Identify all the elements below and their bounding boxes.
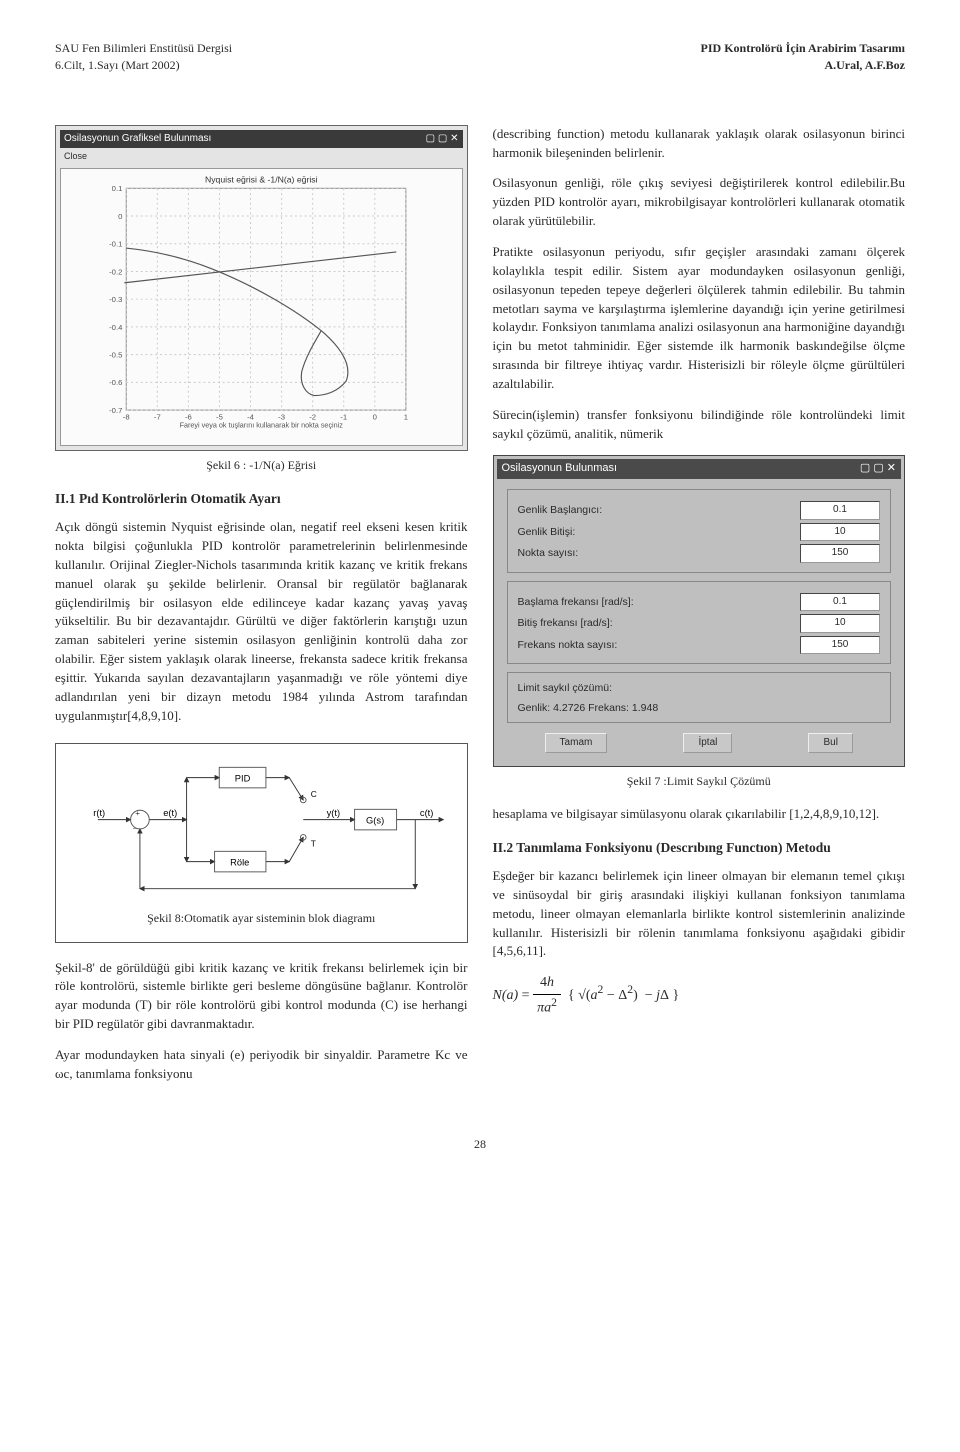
fig7-dialog: Osilasyonun Bulunması ▢ ▢ ✕ Genlik Başla… <box>493 455 906 767</box>
fig7-g2-l1: Başlama frekansı [rad/s]: <box>518 595 634 610</box>
svg-text:-0.2: -0.2 <box>109 268 122 277</box>
para-after-fig8-1: Şekil-8' de görüldüğü gibi kritik kazanç… <box>55 959 468 1034</box>
para-after-fig8-2: Ayar modundayken hata sinyali (e) periyo… <box>55 1046 468 1084</box>
fig7-group1: Genlik Başlangıcı: 0.1 Genlik Bitişi: 10… <box>507 489 892 573</box>
fig7-g1-l1: Genlik Başlangıcı: <box>518 503 603 518</box>
fig7-find-button[interactable]: Bul <box>808 733 852 754</box>
fig6-xnote: Fareyi veya ok tuşlarını kullanarak bir … <box>180 421 344 430</box>
fig8-yt-label: y(t) <box>327 808 340 818</box>
right-para4: Sürecin(işlemin) transfer fonksiyonu bil… <box>493 406 906 444</box>
section-II2-para: Eşdeğer bir kazancı belirlemek için line… <box>493 867 906 961</box>
fig7-g3-result: Genlik: 4.2726 Frekans: 1.948 <box>518 701 881 716</box>
fig8-box: PID Röle G(s) + − C T r(t) e(t) y(t) <box>55 743 468 942</box>
fig6-window: Osilasyonun Grafiksel Bulunması ▢ ▢ ✕ Cl… <box>55 125 468 451</box>
fig8-switch-t <box>300 835 306 841</box>
fig8-caption: Şekil 8:Otomatik ayar sisteminin blok di… <box>64 910 459 927</box>
svg-text:-0.3: -0.3 <box>109 295 122 304</box>
fig8-sum-plus: + <box>135 809 140 818</box>
svg-text:-0.6: -0.6 <box>109 379 122 388</box>
svg-text:-8: -8 <box>123 413 130 422</box>
svg-text:0: 0 <box>118 212 122 221</box>
header-left: SAU Fen Bilimleri Enstitüsü Dergisi 6.Ci… <box>55 40 232 75</box>
page-number: 28 <box>55 1136 905 1153</box>
fig8-gs-label: G(s) <box>366 816 384 826</box>
fig7-g1-v3[interactable]: 150 <box>800 544 880 563</box>
fig8-c-label: C <box>311 790 317 800</box>
svg-text:-7: -7 <box>154 413 161 422</box>
right-column: (describing function) metodu kullanarak … <box>493 125 906 1096</box>
right-para3: Pratikte osilasyonun periyodu, sıfır geç… <box>493 243 906 394</box>
header-right: PID Kontrolörü İçin Arabirim Tasarımı A.… <box>701 40 905 75</box>
svg-text:0.1: 0.1 <box>112 185 123 194</box>
fig6-chart-header: Nyquist eğrisi & -1/N(a) eğrisi <box>205 175 318 185</box>
fig7-g2-v3[interactable]: 150 <box>800 636 880 655</box>
fig7-g1-l3: Nokta sayısı: <box>518 546 579 561</box>
fig7-ok-button[interactable]: Tamam <box>545 733 608 754</box>
fig7-g1-v1[interactable]: 0.1 <box>800 501 880 520</box>
fig7-g1-v2[interactable]: 10 <box>800 523 880 542</box>
journal-issue: 6.Cilt, 1.Sayı (Mart 2002) <box>55 57 232 74</box>
fig7-dialog-title: Osilasyonun Bulunması <box>502 461 618 477</box>
fig8-et-label: e(t) <box>163 808 177 818</box>
fig7-g2-l3: Frekans nokta sayısı: <box>518 638 618 653</box>
fig7-g2-v2[interactable]: 10 <box>800 614 880 633</box>
fig8-rt-label: r(t) <box>93 808 105 818</box>
fig6-close-btn: Close <box>60 148 463 165</box>
fig8-role-label: Röle <box>230 858 249 868</box>
section-II1-para: Açık döngü sistemin Nyquist eğrisinde ol… <box>55 518 468 725</box>
window-controls-icon: ▢ ▢ ✕ <box>426 132 459 147</box>
section-II1-heading: II.1 Pıd Kontrolörlerin Otomatik Ayarı <box>55 489 468 509</box>
journal-name: SAU Fen Bilimleri Enstitüsü Dergisi <box>55 40 232 57</box>
fig7-g2-v1[interactable]: 0.1 <box>800 593 880 612</box>
right-para1: (describing function) metodu kullanarak … <box>493 125 906 163</box>
fig7-g2-l2: Bitiş frekansı [rad/s]: <box>518 616 613 631</box>
fig6-window-title: Osilasyonun Grafiksel Bulunması <box>64 132 211 147</box>
fig7-group2: Başlama frekansı [rad/s]: 0.1 Bitiş frek… <box>507 581 892 665</box>
fig6-ylabels: 0.1 0 -0.1 -0.2 -0.3 -0.4 -0.5 -0.6 -0.7 <box>109 185 123 416</box>
svg-text:-0.1: -0.1 <box>109 240 122 249</box>
left-column: Osilasyonun Grafiksel Bulunması ▢ ▢ ✕ Cl… <box>55 125 468 1096</box>
fig6-chart: Nyquist eğrisi & -1/N(a) eğrisi 0.1 0 -0.1… <box>60 168 463 446</box>
page-header: SAU Fen Bilimleri Enstitüsü Dergisi 6.Ci… <box>55 40 905 75</box>
fig7-cancel-button[interactable]: İptal <box>683 733 732 754</box>
para-after-fig7: hesaplama ve bilgisayar simülasyonu olar… <box>493 805 906 824</box>
fig7-g3-title: Limit saykıl çözümü: <box>518 681 881 696</box>
fig7-titlebar: Osilasyonun Bulunması ▢ ▢ ✕ <box>497 459 902 479</box>
fig7-group3: Limit saykıl çözümü: Genlik: 4.2726 Frek… <box>507 672 892 722</box>
fig8-ct-label: c(t) <box>420 808 433 818</box>
fig8-pid-label: PID <box>235 774 251 784</box>
fig6-caption: Şekil 6 : -1/N(a) Eğrisi <box>55 457 468 474</box>
fig6-titlebar: Osilasyonun Grafiksel Bulunması ▢ ▢ ✕ <box>60 130 463 149</box>
equation-Na: N(a) = 4h πa2 { √(a2 − Δ2) − jΔ } <box>493 973 906 1018</box>
svg-text:-0.5: -0.5 <box>109 351 122 360</box>
fig8-sum-minus: − <box>132 824 137 833</box>
fig7-caption: Şekil 7 :Limit Saykıl Çözümü <box>493 773 906 790</box>
svg-text:-0.7: -0.7 <box>109 406 122 415</box>
svg-text:1: 1 <box>404 413 408 422</box>
fig8-t-label: T <box>311 839 316 849</box>
section-II2-heading: II.2 Tanımlama Fonksiyonu (Descrıbıng Fu… <box>493 838 906 858</box>
svg-text:-0.4: -0.4 <box>109 323 123 332</box>
window-controls-icon: ▢ ▢ ✕ <box>860 461 896 477</box>
right-para2: Osilasyonun genliği, röle çıkış seviyesi… <box>493 174 906 231</box>
svg-text:0: 0 <box>373 413 377 422</box>
paper-authors: A.Ural, A.F.Boz <box>701 57 905 74</box>
paper-title: PID Kontrolörü İçin Arabirim Tasarımı <box>701 40 905 57</box>
fig7-g1-l2: Genlik Bitişi: <box>518 525 576 540</box>
